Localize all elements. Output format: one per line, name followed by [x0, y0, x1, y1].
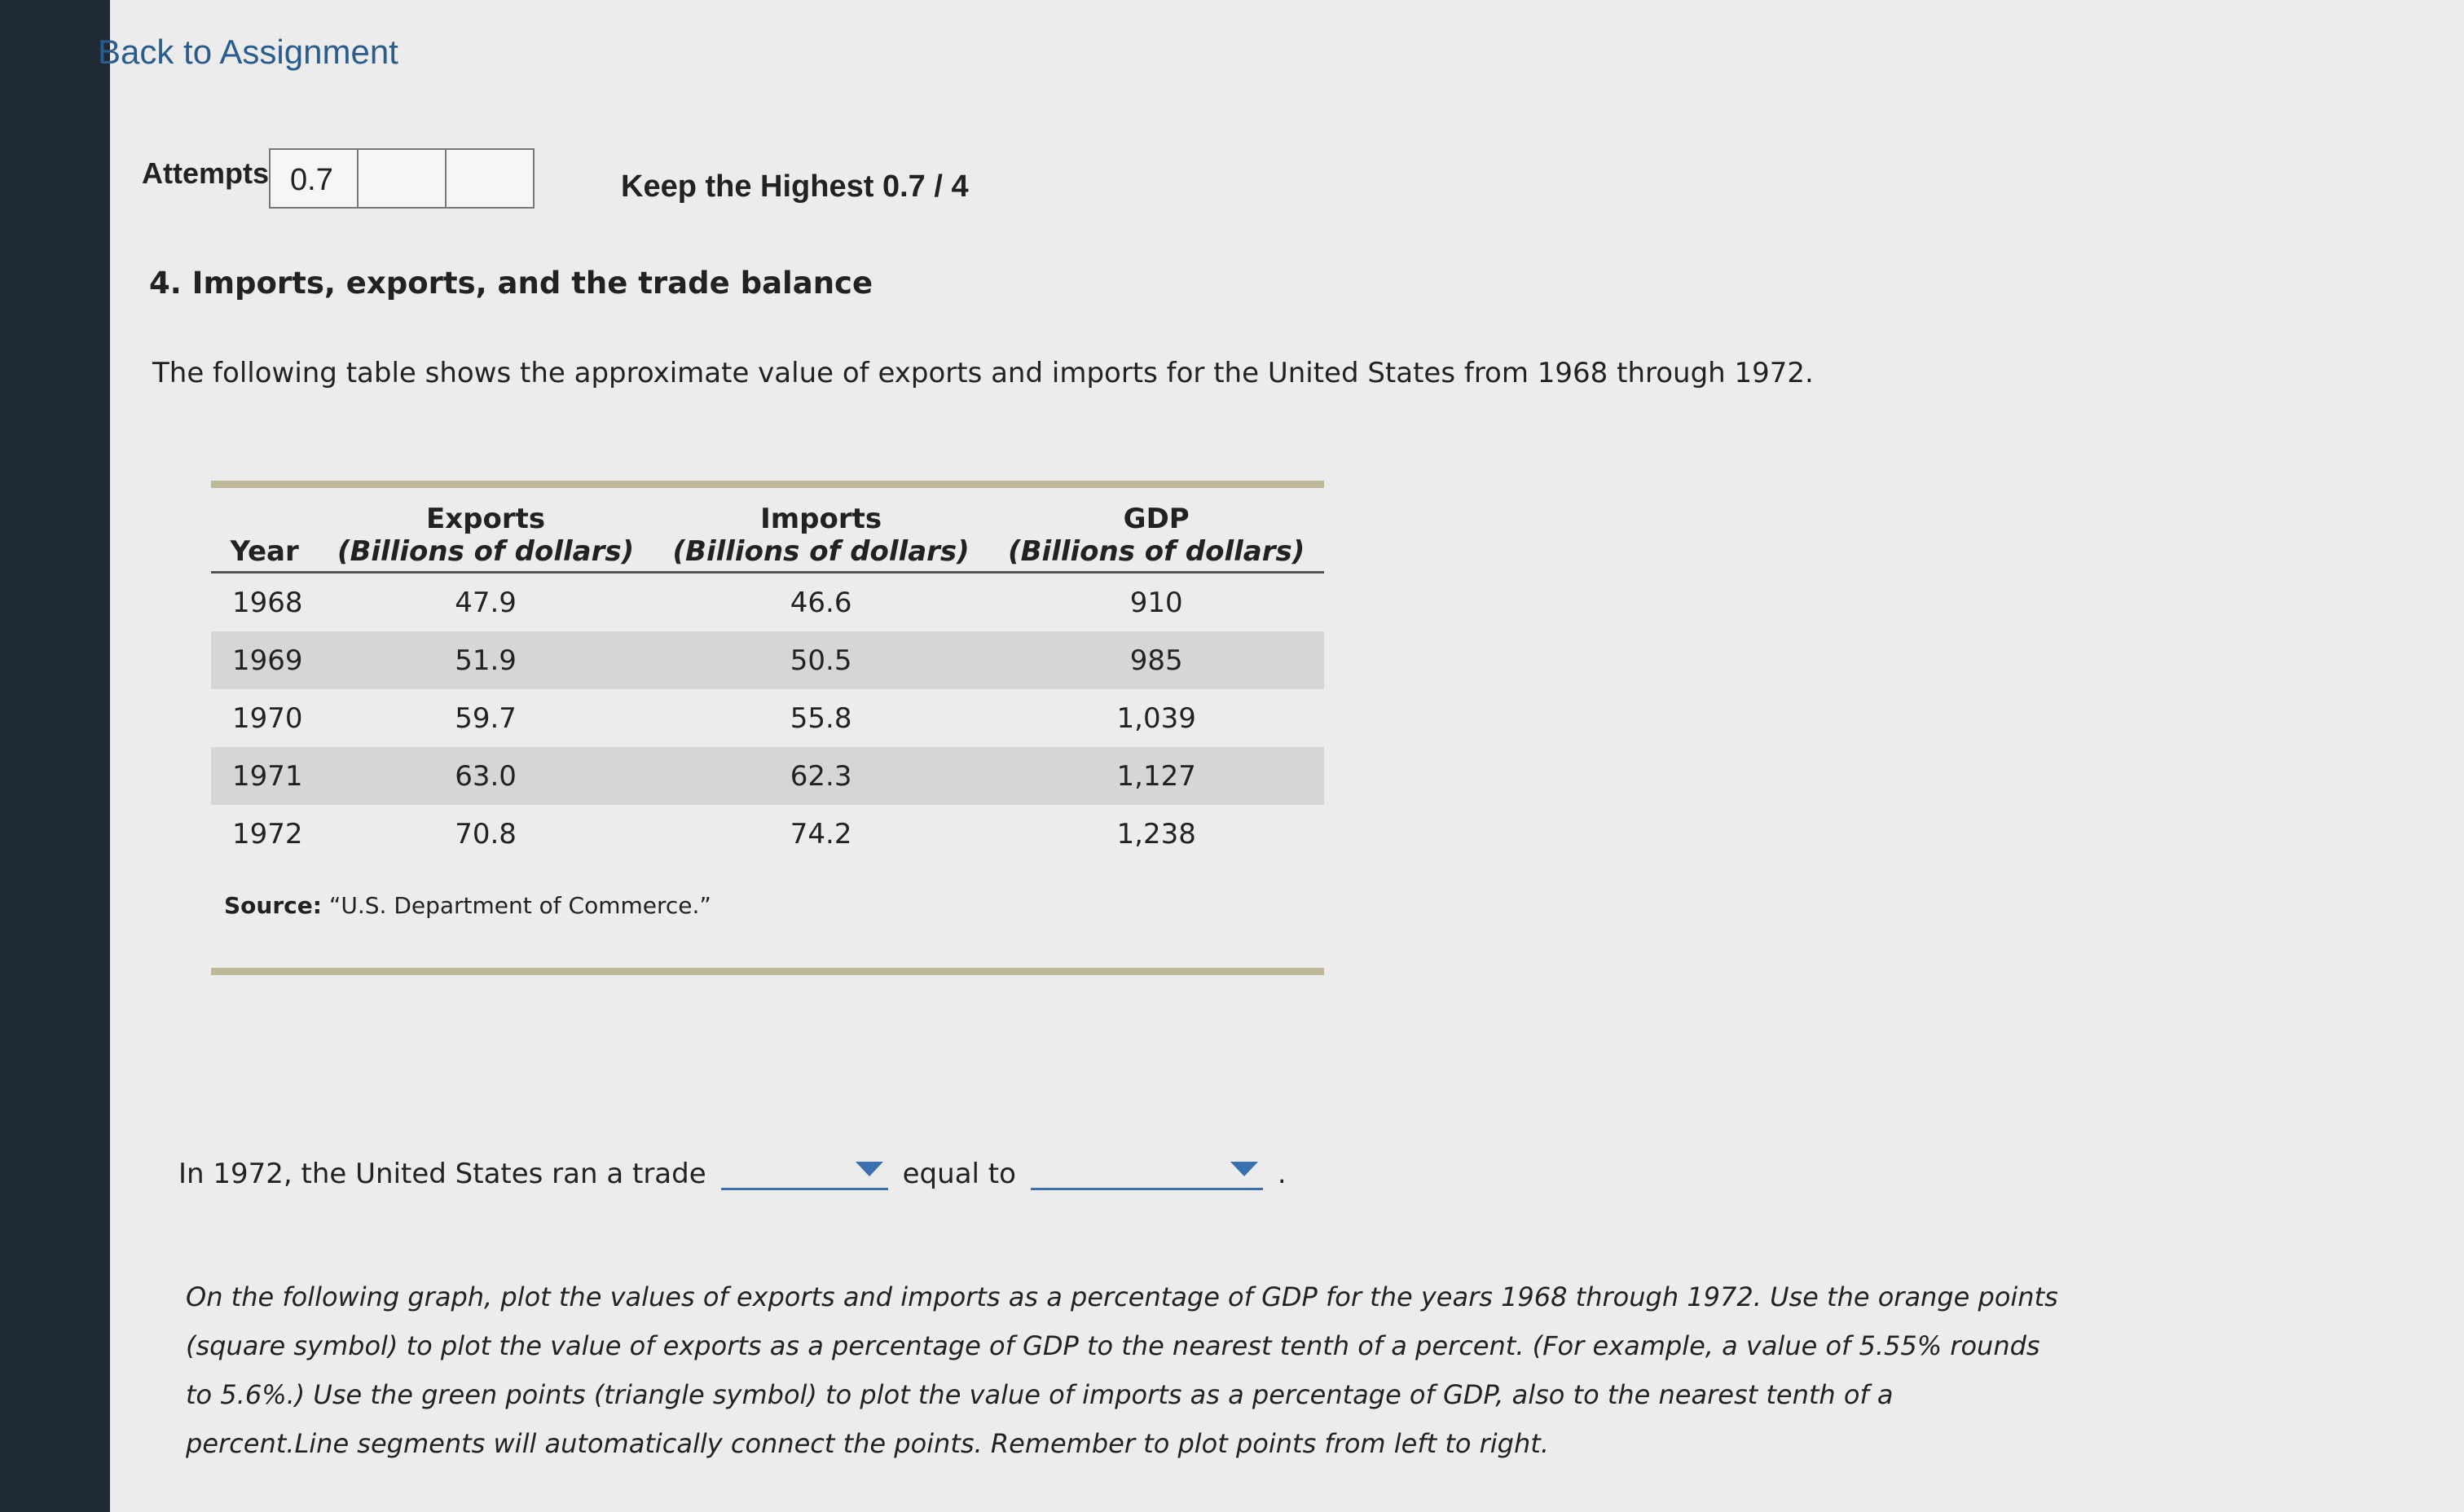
- table-cell: 47.9: [455, 586, 517, 619]
- column-name: Imports: [760, 503, 882, 535]
- table-cell: 1968: [232, 586, 303, 619]
- table-cell: 985: [1129, 644, 1183, 677]
- column-unit: (Billions of dollars): [672, 535, 970, 568]
- table-row: 1968 47.9 46.6 910: [211, 573, 1324, 632]
- table-row: 1972 70.8 74.2 1,238: [211, 805, 1324, 863]
- sentence-text: .: [1277, 1158, 1287, 1190]
- source: Source: “U.S. Department of Commerce.”: [224, 892, 1324, 919]
- question-intro: The following table shows the approximat…: [152, 357, 1814, 389]
- attempt-box: [445, 148, 535, 209]
- header-row: Year Exports (Billions of dollars) Imports…: [211, 499, 1324, 573]
- table-cell: 1971: [232, 759, 303, 793]
- sentence-text: In 1972, the United States ran a trade: [178, 1158, 706, 1190]
- dropdown-arrow: [855, 1162, 883, 1176]
- column-header: GDP (Billions of dollars): [988, 499, 1324, 573]
- column-name: Exports: [425, 503, 546, 535]
- source-label: Source:: [224, 892, 322, 919]
- table-cell: 63.0: [455, 759, 517, 793]
- table-cell: 1,238: [1116, 817, 1196, 850]
- table-cell: 51.9: [455, 644, 517, 677]
- table-row: 1969 51.9 50.5 985: [211, 631, 1324, 689]
- dropdown-arrow: [1230, 1162, 1258, 1176]
- table-cell: 46.6: [790, 586, 852, 619]
- attempt-score: 0.7: [269, 148, 359, 209]
- table-cell: 59.7: [455, 701, 517, 735]
- question-title: 4. Imports, exports, and the trade balan…: [149, 266, 873, 301]
- source-text: “U.S. Department of Commerce.”: [328, 892, 711, 919]
- table-row: 1970 59.7 55.8 1,039: [211, 689, 1324, 747]
- attempts-label: Attempts: [142, 156, 270, 190]
- column-unit: (Billions of dollars): [1008, 535, 1305, 568]
- table-cell: 50.5: [790, 644, 852, 677]
- table-cell: 1,039: [1116, 701, 1196, 735]
- dropdown[interactable]: [720, 1150, 888, 1190]
- column-name: GDP: [1123, 503, 1190, 535]
- column-header: Exports (Billions of dollars): [318, 499, 653, 573]
- attempt-box: [357, 148, 447, 209]
- attempt-boxes: 0.7: [269, 148, 535, 209]
- back-link[interactable]: Back to Assignment: [98, 33, 398, 71]
- table-cell: 74.2: [790, 817, 852, 850]
- dropdown[interactable]: [1030, 1150, 1263, 1190]
- instructions: On the following graph, plot the values …: [186, 1281, 2058, 1459]
- year-header: Year: [230, 535, 299, 568]
- table-cell: 910: [1129, 586, 1183, 619]
- table-cell: 1970: [232, 701, 303, 735]
- column-header: Imports (Billions of dollars): [653, 499, 989, 573]
- sidebar: [0, 0, 110, 1512]
- table-cell: 55.8: [790, 701, 852, 735]
- rule: [211, 481, 1324, 488]
- table-body: 1968 47.9 46.6 910 1969 51.9 50.5 985 1970 59.7 55…: [211, 573, 1324, 864]
- table-cell: 70.8: [455, 817, 517, 850]
- table-block: Year Exports (Billions of dollars) Imports…: [211, 481, 1324, 975]
- rule: [211, 968, 1324, 975]
- table-cell: 62.3: [790, 759, 852, 793]
- data-table: Year Exports (Billions of dollars) Imports…: [211, 499, 1324, 863]
- column-unit: (Billions of dollars): [337, 535, 635, 568]
- fill-sentence: In 1972, the United States ran a trade e…: [178, 1150, 1287, 1190]
- table-cell: 1969: [232, 644, 303, 677]
- table-cell: 1972: [232, 817, 303, 850]
- table-row: 1971 63.0 62.3 1,127: [211, 747, 1324, 805]
- table-cell: 1,127: [1116, 759, 1196, 793]
- keep-highest: Keep the Highest 0.7 / 4: [621, 169, 969, 204]
- sentence-text: equal to: [902, 1158, 1016, 1190]
